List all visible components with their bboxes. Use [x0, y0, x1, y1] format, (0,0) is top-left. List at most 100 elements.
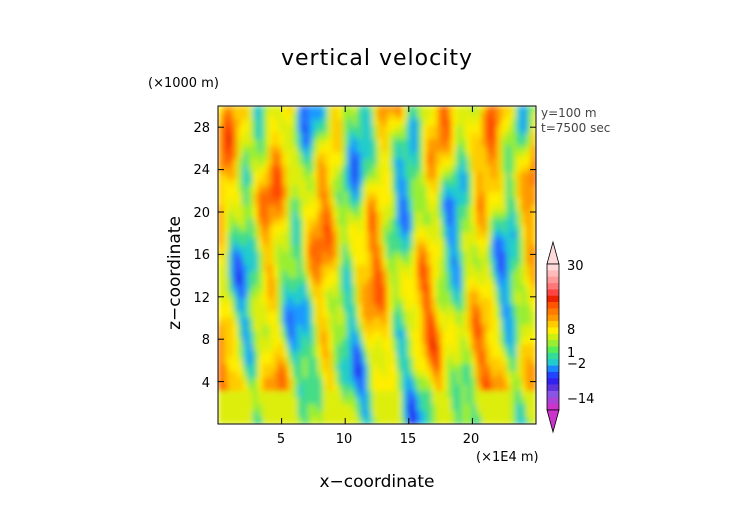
field-cell	[471, 344, 477, 352]
field-cell	[456, 152, 463, 160]
field-cell	[421, 344, 428, 352]
field-cell	[257, 410, 264, 418]
field-cell	[257, 278, 264, 286]
field-cell	[377, 377, 383, 385]
field-cell	[327, 344, 333, 352]
field-cell	[372, 311, 378, 319]
field-cell	[426, 337, 433, 346]
field-cell	[396, 218, 403, 226]
field-cell	[476, 198, 482, 206]
field-cell	[471, 125, 477, 134]
field-cell	[322, 238, 328, 246]
field-cell	[381, 125, 388, 134]
field-cell	[247, 119, 254, 127]
field-cell	[491, 324, 497, 332]
field-cell	[531, 238, 536, 246]
field-cell	[237, 145, 244, 153]
field-cell	[282, 198, 289, 206]
field-cell	[237, 198, 244, 206]
field-cell	[456, 185, 463, 193]
field-cell	[381, 178, 388, 187]
field-cell	[431, 218, 438, 226]
field-cell	[466, 238, 473, 246]
field-cell	[277, 258, 284, 266]
field-cell	[396, 198, 403, 206]
field-cell	[411, 324, 418, 332]
field-cell	[292, 364, 299, 372]
field-cell	[406, 284, 413, 293]
field-cell	[372, 218, 378, 226]
field-cell	[421, 331, 428, 339]
field-cell	[367, 384, 373, 392]
field-cell	[252, 331, 259, 339]
field-cell	[242, 145, 249, 153]
field-cell	[287, 404, 294, 412]
field-cell	[287, 106, 294, 114]
field-cell	[252, 364, 259, 372]
field-cell	[401, 397, 408, 405]
field-cell	[357, 192, 363, 200]
field-cell	[312, 404, 318, 412]
field-cell	[446, 172, 453, 180]
field-cell	[381, 404, 388, 412]
field-cell	[227, 278, 234, 286]
field-cell	[362, 238, 368, 246]
field-cell	[426, 198, 433, 206]
field-cell	[386, 318, 393, 326]
field-cell	[322, 125, 328, 134]
field-cell	[436, 192, 443, 200]
field-cell	[396, 417, 403, 424]
field-cell	[421, 410, 428, 418]
field-cell	[292, 119, 299, 127]
field-cell	[416, 231, 423, 240]
field-cell	[337, 331, 343, 339]
field-cell	[267, 159, 274, 167]
field-cell	[342, 364, 348, 372]
field-cell	[267, 377, 274, 385]
field-cell	[222, 397, 229, 405]
field-cell	[531, 125, 536, 134]
field-cell	[242, 258, 249, 266]
field-cell	[431, 337, 438, 346]
field-cell	[416, 251, 423, 259]
field-cell	[262, 218, 269, 226]
field-cell	[332, 165, 338, 173]
field-cell	[416, 298, 423, 306]
field-cell	[357, 198, 363, 206]
field-cell	[242, 377, 249, 385]
field-cell	[496, 178, 502, 187]
field-cell	[421, 218, 428, 226]
field-cell	[297, 145, 304, 153]
field-cell	[372, 178, 378, 187]
field-cell	[272, 112, 279, 120]
field-cell	[342, 371, 348, 379]
field-cell	[516, 231, 522, 240]
field-cell	[476, 337, 482, 346]
field-cell	[496, 298, 502, 306]
field-cell	[252, 225, 259, 233]
field-cell	[426, 139, 433, 147]
field-cell	[282, 318, 289, 326]
field-cell	[386, 119, 393, 127]
field-cell	[491, 125, 497, 134]
field-cell	[357, 218, 363, 226]
field-cell	[466, 278, 473, 286]
field-cell	[242, 337, 249, 346]
field-cell	[516, 119, 522, 127]
field-cell	[337, 390, 343, 399]
field-cell	[506, 198, 512, 206]
field-cell	[322, 417, 328, 424]
field-cell	[302, 178, 309, 187]
field-cell	[337, 152, 343, 160]
field-cell	[242, 165, 249, 173]
field-cell	[526, 337, 532, 346]
field-cell	[232, 331, 239, 339]
field-cell	[506, 324, 512, 332]
colorbar-swatch	[547, 340, 559, 347]
field-cell	[446, 132, 453, 140]
field-cell	[257, 159, 264, 167]
field-cell	[461, 324, 468, 332]
field-cell	[232, 397, 239, 405]
field-cell	[451, 132, 458, 140]
field-cell	[242, 251, 249, 259]
